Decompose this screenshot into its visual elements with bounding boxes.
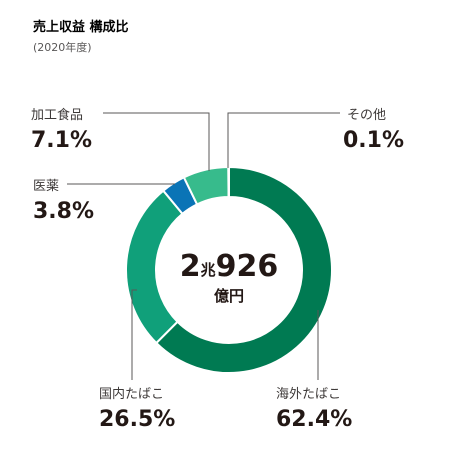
- value-overseas: 62.4%: [276, 407, 352, 432]
- leader-line-domestic: [131, 289, 137, 380]
- donut-slices: [125, 165, 333, 374]
- chart-title: 売上収益 構成比: [33, 19, 129, 35]
- value-food: 7.1%: [31, 128, 92, 153]
- donut-slice-4: [227, 165, 230, 199]
- label-domestic: 国内たばこ: [99, 386, 164, 402]
- value-pharma: 3.8%: [33, 199, 94, 224]
- center-unit-trillion: 兆: [201, 261, 216, 279]
- chart-subtitle: (2020年度): [33, 40, 92, 54]
- donut-slice-0: [154, 165, 333, 374]
- label-food: 加工食品: [31, 107, 83, 123]
- leader-line-other: [227, 112, 340, 168]
- donut-slice-1: [125, 189, 184, 345]
- center-number-trillion: 2: [180, 249, 201, 284]
- leader-line-food: [103, 112, 210, 171]
- center-total: 2兆926: [180, 249, 279, 284]
- label-overseas: 海外たばこ: [276, 387, 341, 402]
- label-other: その他: [347, 108, 386, 123]
- center-number-hundred-million: 926: [216, 249, 279, 284]
- label-pharma: 医薬: [33, 179, 59, 194]
- center-unit: 億円: [214, 287, 244, 305]
- value-other: 0.1%: [343, 128, 404, 153]
- value-domestic: 26.5%: [99, 407, 175, 432]
